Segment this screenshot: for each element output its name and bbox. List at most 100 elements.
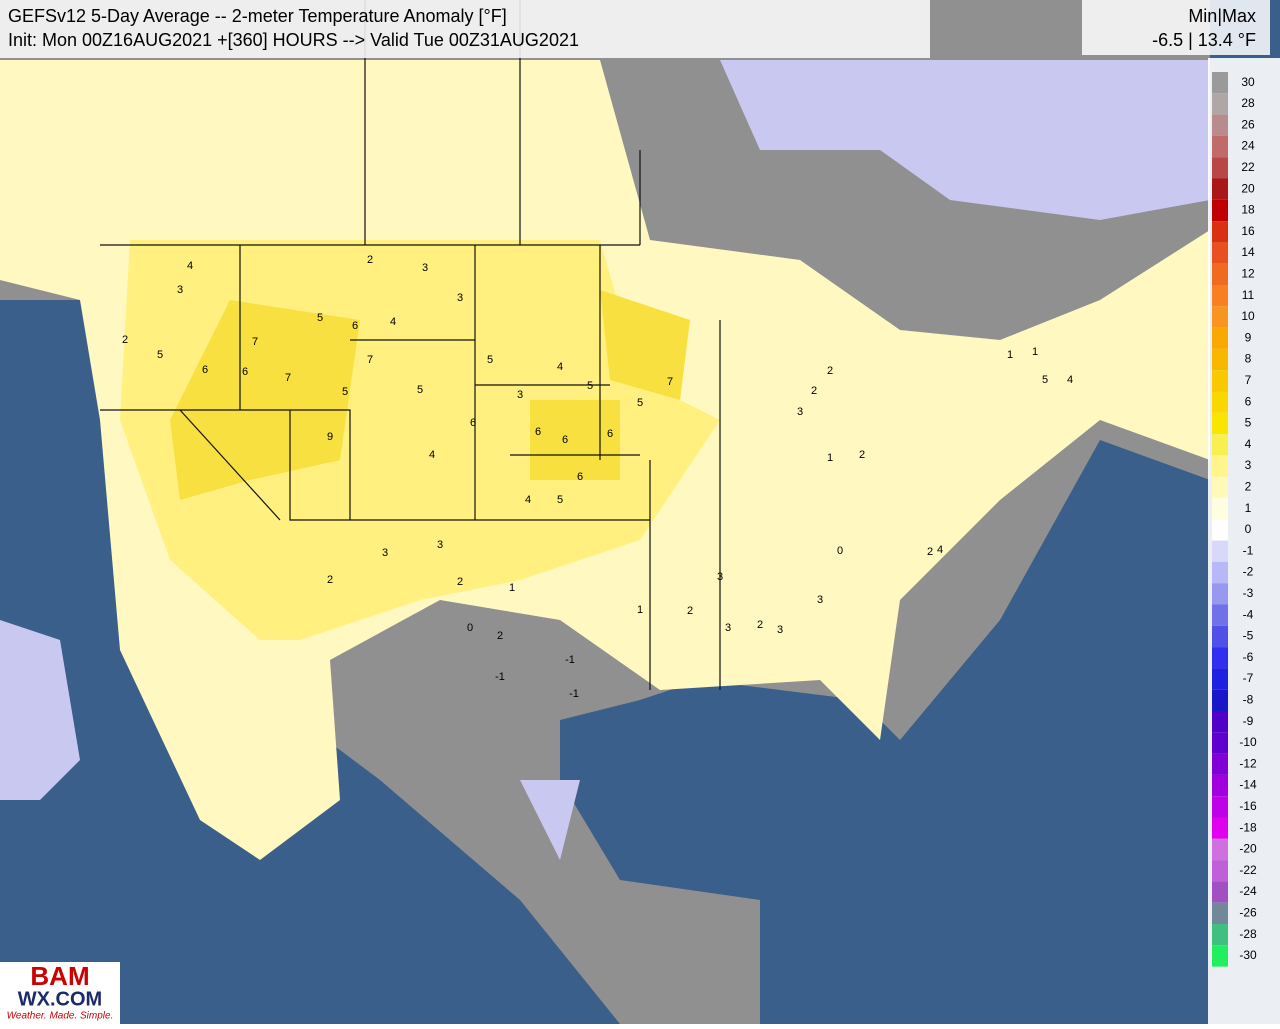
colorbar-swatch [1212,455,1228,477]
colorbar-label: -10 [1239,735,1257,749]
station-value: 6 [242,366,248,378]
station-value: 5 [1042,374,1048,386]
station-value: 1 [1032,346,1038,358]
colorbar-label: 0 [1245,522,1252,536]
colorbar-swatch [1212,902,1228,924]
colorbar-swatch [1212,498,1228,520]
station-value: 2 [757,619,763,631]
colorbar-swatch [1212,348,1228,371]
station-value: 6 [577,471,583,483]
colorbar-label: -9 [1243,714,1254,728]
station-value: 2 [122,334,128,346]
colorbar-label: -16 [1239,799,1257,813]
colorbar-label: 7 [1245,373,1252,387]
station-value: 2 [497,630,503,642]
station-value: 2 [367,254,373,266]
minmax-box [1082,0,1270,55]
colorbar-swatch [1212,72,1228,94]
logo-box [0,962,120,1024]
colorbar-label: -4 [1243,607,1254,621]
logo-brand: BAM [30,961,89,991]
colorbar-swatch [1212,519,1228,541]
colorbar-label: -6 [1243,650,1254,664]
colorbar-swatch [1212,668,1228,690]
station-value: 3 [177,284,183,296]
colorbar-label: 11 [1242,288,1255,302]
colorbar-swatch [1212,178,1228,200]
colorbar-label: 26 [1241,117,1255,131]
station-value: 5 [417,384,423,396]
station-value: -1 [565,654,575,666]
station-value: 2 [827,365,833,377]
colorbar-label: 24 [1241,139,1255,153]
station-value: 3 [457,292,463,304]
colorbar-label: -8 [1243,693,1254,707]
colorbar-label: 2 [1245,480,1252,494]
station-value: 5 [557,494,563,506]
colorbar-label: 3 [1245,458,1252,472]
station-value: 1 [637,604,643,616]
colorbar-swatch [1212,732,1228,754]
station-value: 5 [317,312,323,324]
minmax-value: -6.5 | 13.4 °F [1152,30,1256,50]
colorbar-swatch [1212,157,1228,179]
colorbar-label: -7 [1243,671,1254,685]
station-value: 3 [382,547,388,559]
colorbar-swatch [1212,327,1228,349]
hot-area [170,290,690,500]
colorbar-swatch [1212,881,1228,903]
station-value: 7 [667,376,673,388]
colorbar-swatch [1212,476,1228,498]
title-box [0,0,930,58]
station-value: 2 [327,574,333,586]
station-value: 4 [429,449,435,461]
station-value: 5 [157,349,163,361]
colorbar-swatch [1212,860,1228,882]
station-value: 2 [457,576,463,588]
colorbar-swatch [1212,114,1228,136]
station-value: 2 [811,385,817,397]
station-value: 1 [509,582,515,594]
station-value: 6 [535,426,541,438]
station-value: 6 [202,364,208,376]
station-value: 5 [487,354,493,366]
colorbar-label: -20 [1239,842,1257,856]
station-value: 4 [525,494,531,506]
colorbar-swatch [1212,306,1228,328]
colorbar-swatch [1212,583,1228,605]
station-value: 0 [467,622,473,634]
state-borders [100,0,721,690]
colorbar-label: 4 [1245,437,1252,451]
station-value: 5 [587,380,593,392]
station-value: 9 [327,431,333,443]
station-value: 1 [1007,349,1013,361]
colorbar-label: 6 [1245,394,1252,408]
station-value: 7 [367,354,373,366]
colorbar-label: 30 [1241,75,1255,89]
station-value: 3 [725,622,731,634]
cool-area [0,60,1210,860]
colorbar-label: -5 [1243,629,1254,643]
station-value: 5 [342,386,348,398]
station-value: 2 [927,546,933,558]
station-value: 6 [562,434,568,446]
colorbar-label: 16 [1241,224,1255,238]
colorbar-swatch [1212,263,1228,285]
colorbar-label: 5 [1245,416,1252,430]
station-value: 5 [637,397,643,409]
colorbar-label: -2 [1243,565,1254,579]
colorbar-label: 20 [1241,181,1255,195]
station-value: 4 [1067,374,1073,386]
colorbar-swatch [1212,93,1228,115]
colorbar-swatch [1212,242,1228,264]
colorbar-label: -3 [1243,586,1254,600]
station-value: 4 [937,544,943,556]
colorbar-swatch [1212,753,1228,775]
colorbar-swatch [1212,540,1228,562]
colorbar-swatch [1212,199,1228,222]
minmax-label: Min|Max [1188,6,1256,26]
station-value: 1 [827,452,833,464]
colorbar-swatch [1212,924,1228,946]
station-value: -1 [569,688,579,700]
